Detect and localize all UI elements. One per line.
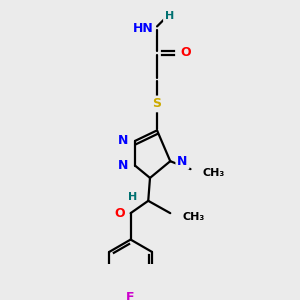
Text: H: H xyxy=(128,192,138,202)
Text: O: O xyxy=(181,46,191,59)
Text: H: H xyxy=(165,11,174,21)
Text: S: S xyxy=(152,98,161,110)
Text: O: O xyxy=(115,207,125,220)
Text: CH₃: CH₃ xyxy=(203,168,225,178)
Text: N: N xyxy=(177,155,188,168)
Text: N: N xyxy=(118,134,128,147)
Text: CH₃: CH₃ xyxy=(183,212,205,222)
Text: F: F xyxy=(126,291,135,300)
Text: N: N xyxy=(118,159,128,172)
Text: HN: HN xyxy=(133,22,154,35)
